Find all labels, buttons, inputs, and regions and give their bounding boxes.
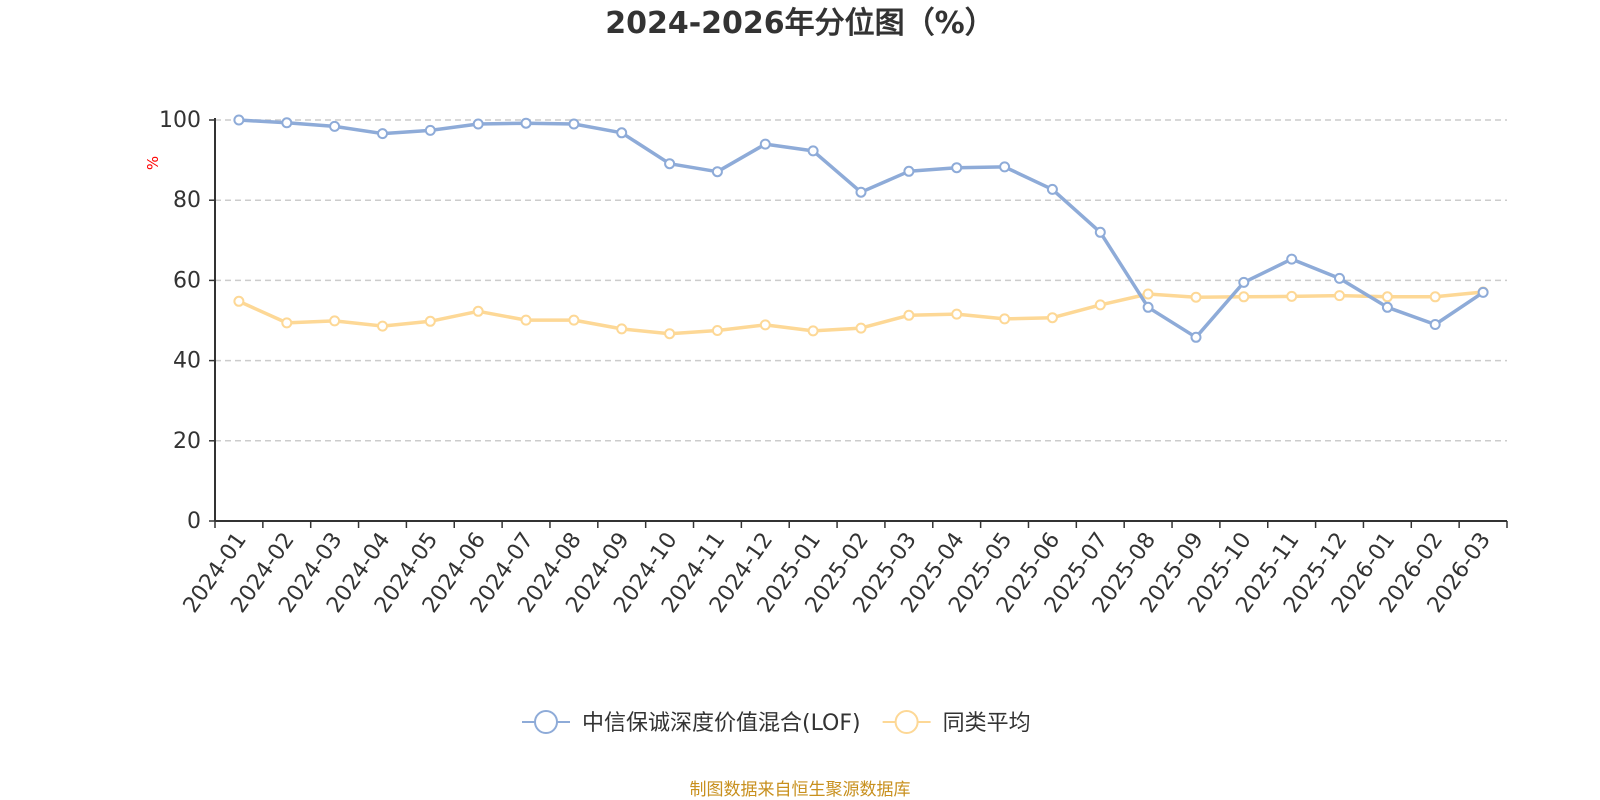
data-point[interactable]: [807, 145, 819, 157]
data-point[interactable]: [1286, 290, 1298, 302]
data-point[interactable]: [233, 295, 245, 307]
data-point[interactable]: [233, 114, 245, 126]
grid-lines: [215, 119, 1507, 442]
data-point[interactable]: [1334, 290, 1345, 302]
legend-item-0[interactable]: 中信保诚深度价值混合(LOF): [522, 710, 861, 736]
data-point[interactable]: [711, 166, 723, 178]
data-point[interactable]: [616, 323, 628, 335]
data-point[interactable]: [664, 328, 676, 340]
series-line: [238, 118, 1485, 340]
data-point[interactable]: [329, 315, 341, 327]
axes: [209, 118, 1508, 528]
y-tick-label: 100: [159, 108, 201, 133]
data-point[interactable]: [1046, 312, 1058, 324]
data-point[interactable]: [1429, 319, 1441, 330]
data-point[interactable]: [1094, 226, 1106, 238]
data-point[interactable]: [1238, 291, 1250, 303]
data-point[interactable]: [759, 138, 771, 150]
data-point[interactable]: [568, 118, 580, 130]
data-point[interactable]: [711, 325, 723, 336]
data-point[interactable]: [759, 319, 771, 331]
data-point[interactable]: [1381, 291, 1393, 303]
data-point[interactable]: [424, 315, 436, 327]
data-point[interactable]: [616, 127, 628, 139]
data-point[interactable]: [951, 308, 963, 320]
data-point[interactable]: [1429, 291, 1441, 303]
series-0: [233, 114, 1489, 343]
data-point[interactable]: [377, 128, 388, 140]
data-point[interactable]: [999, 313, 1011, 325]
data-point[interactable]: [1046, 183, 1058, 195]
data-point[interactable]: [1238, 276, 1250, 288]
data-point[interactable]: [424, 124, 436, 136]
x-tick-labels: 2024-012024-022024-032024-042024-052024-…: [179, 528, 1496, 618]
data-point[interactable]: [329, 120, 341, 132]
data-point[interactable]: [472, 118, 484, 130]
legend[interactable]: 中信保诚深度价值混合(LOF) 同类平均: [522, 710, 1031, 736]
data-point[interactable]: [472, 305, 484, 317]
data-point[interactable]: [1477, 286, 1489, 298]
data-point[interactable]: [520, 117, 532, 129]
data-point[interactable]: [1190, 331, 1202, 343]
data-point[interactable]: [999, 161, 1011, 173]
data-point[interactable]: [281, 117, 293, 129]
data-point[interactable]: [807, 325, 819, 337]
legend-label: 中信保诚深度价值混合(LOF): [582, 711, 861, 736]
data-point[interactable]: [664, 158, 676, 170]
data-point[interactable]: [1142, 288, 1154, 300]
y-axis-label: %: [144, 156, 162, 170]
y-tick-label: 20: [173, 429, 201, 454]
legend-item-1[interactable]: 同类平均: [882, 710, 1031, 736]
legend-marker: [894, 710, 919, 734]
legend-marker: [534, 710, 558, 734]
data-point[interactable]: [855, 322, 867, 334]
data-point[interactable]: [281, 317, 293, 329]
data-point[interactable]: [1334, 272, 1345, 284]
data-point[interactable]: [1094, 299, 1106, 311]
data-point[interactable]: [1381, 301, 1393, 313]
series: [233, 114, 1489, 343]
source-note: 制图数据来自恒生聚源数据库: [690, 780, 911, 800]
data-point[interactable]: [377, 320, 388, 332]
data-point[interactable]: [951, 162, 963, 174]
data-point[interactable]: [1190, 291, 1202, 303]
data-point[interactable]: [903, 309, 915, 321]
y-tick-label: 40: [173, 349, 201, 374]
y-tick-label: 0: [187, 509, 201, 534]
y-tick-label: 80: [173, 188, 201, 213]
chart-title: 2024-2026年分位图（%）: [605, 6, 995, 41]
data-point[interactable]: [520, 314, 532, 326]
legend-label: 同类平均: [943, 711, 1031, 736]
data-point[interactable]: [855, 186, 867, 198]
data-point[interactable]: [1142, 301, 1154, 313]
data-point[interactable]: [568, 314, 580, 326]
data-point[interactable]: [1286, 253, 1298, 265]
series-1: [233, 286, 1489, 340]
y-tick-label: 60: [173, 268, 201, 293]
y-tick-labels: 0 20 40 60 80 100: [159, 108, 201, 534]
data-point[interactable]: [903, 165, 915, 177]
